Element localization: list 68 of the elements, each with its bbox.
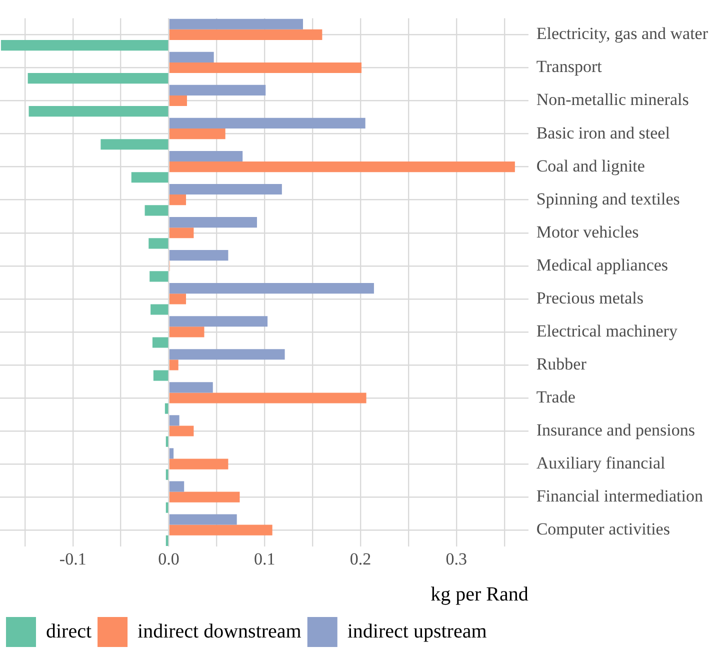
x-tick-label: 0.1 bbox=[254, 549, 276, 568]
y-tick-label: Insurance and pensions bbox=[536, 420, 695, 440]
y-tick-label: Rubber bbox=[536, 354, 587, 374]
y-tick-label: Computer activities bbox=[536, 520, 670, 539]
y-tick-label: Auxiliary financial bbox=[536, 454, 666, 473]
x-tick-label: 0.3 bbox=[446, 549, 468, 568]
bar bbox=[148, 238, 168, 249]
bar bbox=[169, 448, 174, 459]
bar bbox=[169, 84, 266, 96]
bar bbox=[131, 172, 168, 183]
x-tick-label: -0.1 bbox=[59, 549, 86, 568]
y-tick-label: Trade bbox=[536, 387, 576, 406]
legend-label: direct bbox=[46, 620, 92, 642]
y-tick-label: Medical appliances bbox=[536, 255, 668, 274]
bar bbox=[169, 250, 228, 261]
bar bbox=[169, 95, 187, 106]
y-tick-label: Spinning and textiles bbox=[536, 189, 680, 208]
bar bbox=[164, 403, 168, 414]
bar bbox=[169, 481, 184, 492]
bar bbox=[169, 392, 366, 404]
bar bbox=[169, 360, 178, 370]
bar bbox=[169, 62, 362, 74]
bar bbox=[153, 370, 168, 381]
y-tick-label: Electrical machinery bbox=[536, 321, 678, 340]
bar bbox=[169, 228, 194, 238]
bar bbox=[169, 294, 186, 304]
bar bbox=[169, 150, 243, 162]
bar bbox=[169, 514, 237, 525]
bar bbox=[169, 492, 240, 502]
bar bbox=[169, 426, 194, 436]
bar bbox=[169, 458, 228, 470]
bar bbox=[169, 52, 214, 62]
bar bbox=[169, 415, 180, 426]
bar bbox=[169, 128, 226, 140]
bar bbox=[169, 118, 366, 129]
bar bbox=[169, 326, 204, 338]
bar bbox=[28, 73, 168, 84]
bar bbox=[169, 524, 272, 536]
bar bbox=[0, 40, 168, 51]
bar bbox=[169, 217, 257, 228]
bar bbox=[150, 271, 168, 282]
y-tick-label: Basic iron and steel bbox=[536, 123, 670, 142]
bar bbox=[169, 316, 268, 327]
legend-label: indirect upstream bbox=[347, 620, 488, 642]
y-tick-label: Motor vehicles bbox=[536, 222, 639, 242]
bar bbox=[169, 162, 515, 172]
y-tick-label: Electricity, gas and water bbox=[536, 24, 708, 44]
bar bbox=[152, 337, 168, 348]
y-tick-label: Non-metallic minerals bbox=[536, 90, 689, 110]
bar bbox=[169, 382, 213, 393]
bar bbox=[169, 184, 282, 195]
bar bbox=[150, 304, 168, 315]
x-tick-label: 0.0 bbox=[158, 549, 180, 568]
x-tick-label: 0.2 bbox=[350, 549, 372, 568]
y-tick-label: Transport bbox=[536, 57, 602, 76]
y-tick-label: Coal and lignite bbox=[536, 156, 645, 176]
bar bbox=[144, 205, 168, 216]
bar bbox=[169, 283, 374, 294]
y-tick-label: Precious metals bbox=[536, 288, 644, 308]
bar bbox=[100, 139, 168, 150]
y-tick-label: Financial intermediation bbox=[536, 486, 704, 506]
legend-label: indirect downstream bbox=[138, 620, 302, 642]
bar bbox=[169, 349, 285, 360]
bar bbox=[28, 106, 168, 117]
x-axis-title: kg per Rand bbox=[430, 583, 528, 606]
bar bbox=[169, 29, 322, 40]
bar bbox=[169, 18, 304, 30]
bar bbox=[169, 194, 186, 206]
